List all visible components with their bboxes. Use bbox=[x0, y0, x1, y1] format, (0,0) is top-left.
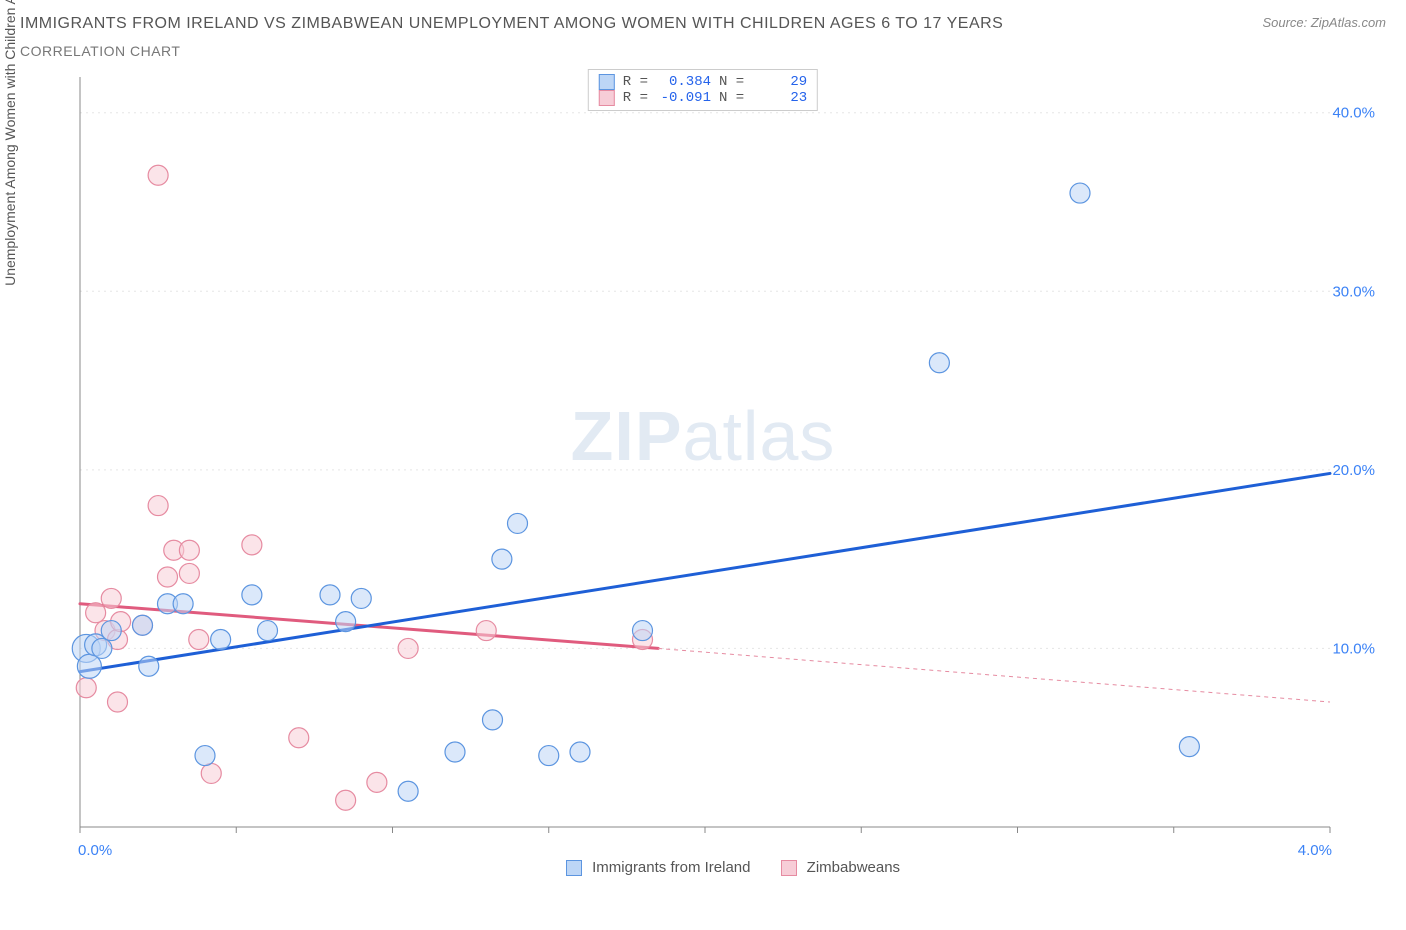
legend-stats-row-pink: R = -0.091 N = 23 bbox=[599, 90, 807, 106]
svg-text:30.0%: 30.0% bbox=[1332, 283, 1375, 300]
r-value-blue: 0.384 bbox=[656, 74, 711, 90]
r-label: R = bbox=[623, 74, 648, 90]
svg-text:40.0%: 40.0% bbox=[1332, 105, 1375, 122]
source-text: Source: ZipAtlas.com bbox=[1262, 15, 1386, 30]
page-title: IMMIGRANTS FROM IRELAND VS ZIMBABWEAN UN… bbox=[20, 15, 1003, 33]
svg-text:4.0%: 4.0% bbox=[1298, 842, 1332, 859]
legend-swatch-blue bbox=[599, 74, 615, 90]
svg-text:0.0%: 0.0% bbox=[78, 842, 112, 859]
correlation-chart: ZIPatlas 10.0%20.0%30.0%40.0%0.0%4.0% Un… bbox=[20, 67, 1386, 887]
chart-svg: 10.0% 20.0% 30.0% 40.0% 0.0% 4.0% bbox=[20, 67, 1386, 887]
n-label: N = bbox=[719, 90, 744, 106]
n-value-blue: 29 bbox=[752, 74, 807, 90]
n-value-pink: 23 bbox=[752, 90, 807, 106]
legend-swatch-pink bbox=[599, 90, 615, 106]
n-label: N = bbox=[719, 74, 744, 90]
page-subtitle: CORRELATION CHART bbox=[20, 43, 1003, 59]
svg-text:10.0%: 10.0% bbox=[1332, 640, 1375, 657]
r-value-pink: -0.091 bbox=[656, 90, 711, 106]
legend-stats: R = 0.384 N = 29 R = -0.091 N = 23 bbox=[588, 69, 818, 111]
svg-text:20.0%: 20.0% bbox=[1332, 462, 1375, 479]
r-label: R = bbox=[623, 90, 648, 106]
legend-stats-row-blue: R = 0.384 N = 29 bbox=[599, 74, 807, 90]
y-axis-label: Unemployment Among Women with Children A… bbox=[2, 0, 18, 286]
